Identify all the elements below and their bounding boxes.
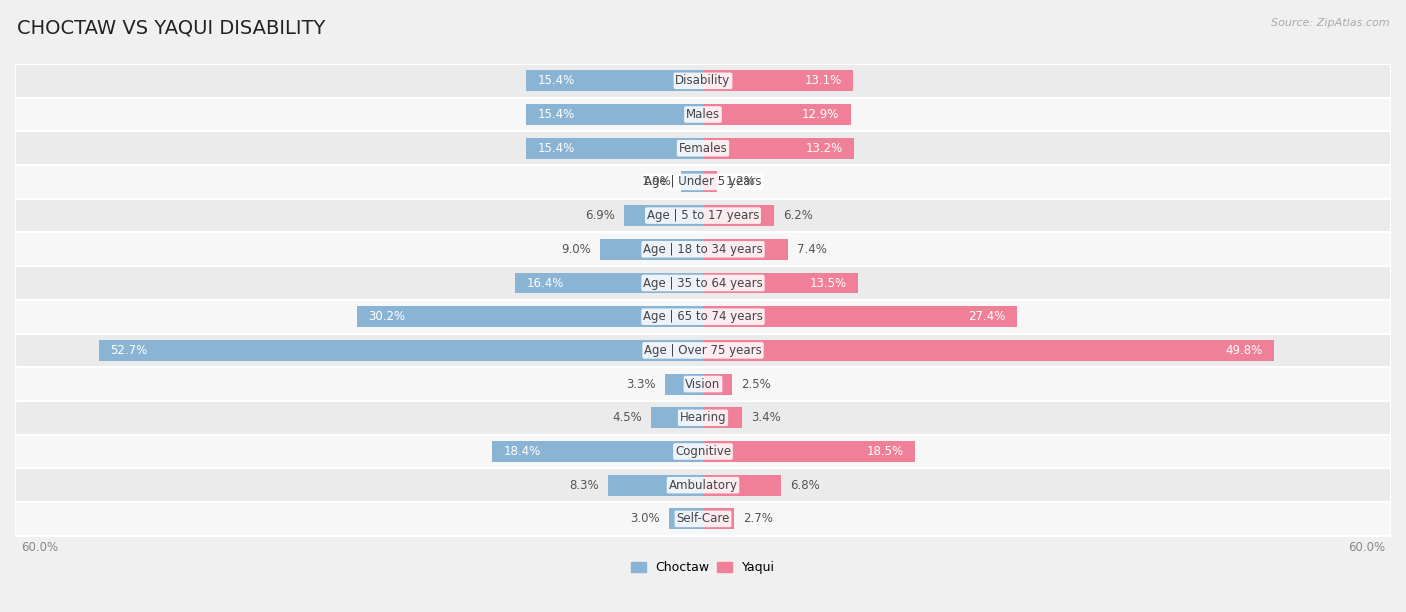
Legend: Choctaw, Yaqui: Choctaw, Yaqui [626, 556, 780, 580]
Text: 30.2%: 30.2% [368, 310, 405, 323]
Text: Age | 18 to 34 years: Age | 18 to 34 years [643, 243, 763, 256]
Bar [703, 171, 717, 192]
Text: Age | 5 to 17 years: Age | 5 to 17 years [647, 209, 759, 222]
Bar [703, 374, 731, 395]
Text: 15.4%: 15.4% [538, 108, 575, 121]
Bar [682, 171, 703, 192]
Text: Age | 35 to 64 years: Age | 35 to 64 years [643, 277, 763, 289]
Text: 15.4%: 15.4% [538, 74, 575, 88]
Bar [15, 468, 1391, 502]
Bar [703, 205, 775, 226]
Text: 18.4%: 18.4% [503, 445, 541, 458]
Bar [703, 104, 851, 125]
Text: 2.7%: 2.7% [744, 512, 773, 525]
Text: 1.2%: 1.2% [725, 176, 756, 188]
Text: 7.4%: 7.4% [797, 243, 827, 256]
Text: Cognitive: Cognitive [675, 445, 731, 458]
Bar [526, 104, 703, 125]
Bar [703, 509, 734, 529]
Text: 4.5%: 4.5% [613, 411, 643, 424]
Text: 3.3%: 3.3% [626, 378, 657, 390]
Text: 9.0%: 9.0% [561, 243, 591, 256]
Text: 6.9%: 6.9% [585, 209, 614, 222]
Text: Age | Under 5 years: Age | Under 5 years [644, 176, 762, 188]
Text: 6.8%: 6.8% [790, 479, 820, 491]
Text: 3.4%: 3.4% [751, 411, 780, 424]
Text: Self-Care: Self-Care [676, 512, 730, 525]
Bar [703, 475, 780, 496]
Text: 49.8%: 49.8% [1225, 344, 1263, 357]
Bar [665, 374, 703, 395]
Bar [703, 441, 915, 462]
Text: 16.4%: 16.4% [526, 277, 564, 289]
Bar [15, 132, 1391, 165]
Bar [15, 435, 1391, 468]
Text: 12.9%: 12.9% [801, 108, 839, 121]
Text: 13.1%: 13.1% [804, 74, 842, 88]
Bar [526, 138, 703, 159]
Bar [651, 408, 703, 428]
Bar [357, 306, 703, 327]
Text: 6.2%: 6.2% [783, 209, 813, 222]
Bar [492, 441, 703, 462]
Bar [15, 367, 1391, 401]
Bar [15, 300, 1391, 334]
Text: 13.2%: 13.2% [806, 142, 842, 155]
Text: Age | Over 75 years: Age | Over 75 years [644, 344, 762, 357]
Bar [703, 272, 858, 293]
Bar [703, 340, 1274, 361]
Bar [15, 165, 1391, 199]
Bar [703, 239, 787, 259]
Text: Hearing: Hearing [679, 411, 727, 424]
Text: 60.0%: 60.0% [21, 541, 58, 554]
Bar [15, 502, 1391, 536]
Bar [15, 334, 1391, 367]
Text: 52.7%: 52.7% [110, 344, 148, 357]
Bar [703, 408, 742, 428]
Bar [15, 266, 1391, 300]
Bar [703, 306, 1017, 327]
Text: 3.0%: 3.0% [630, 512, 659, 525]
Bar [607, 475, 703, 496]
Text: 18.5%: 18.5% [866, 445, 904, 458]
Text: 27.4%: 27.4% [969, 310, 1005, 323]
Text: Age | 65 to 74 years: Age | 65 to 74 years [643, 310, 763, 323]
Bar [624, 205, 703, 226]
Bar [15, 233, 1391, 266]
Bar [600, 239, 703, 259]
Text: Females: Females [679, 142, 727, 155]
Bar [15, 199, 1391, 233]
Text: 1.9%: 1.9% [643, 176, 672, 188]
Text: 60.0%: 60.0% [1348, 541, 1385, 554]
Bar [515, 272, 703, 293]
Text: Ambulatory: Ambulatory [668, 479, 738, 491]
Bar [15, 98, 1391, 132]
Text: 2.5%: 2.5% [741, 378, 770, 390]
Text: Source: ZipAtlas.com: Source: ZipAtlas.com [1271, 18, 1389, 28]
Bar [703, 138, 855, 159]
Text: 8.3%: 8.3% [569, 479, 599, 491]
Text: Vision: Vision [685, 378, 721, 390]
Bar [526, 70, 703, 91]
Text: 15.4%: 15.4% [538, 142, 575, 155]
Bar [15, 64, 1391, 98]
Text: Disability: Disability [675, 74, 731, 88]
Bar [669, 509, 703, 529]
Bar [703, 70, 853, 91]
Bar [98, 340, 703, 361]
Text: 13.5%: 13.5% [810, 277, 846, 289]
Text: CHOCTAW VS YAQUI DISABILITY: CHOCTAW VS YAQUI DISABILITY [17, 18, 325, 37]
Text: Males: Males [686, 108, 720, 121]
Bar [15, 401, 1391, 435]
